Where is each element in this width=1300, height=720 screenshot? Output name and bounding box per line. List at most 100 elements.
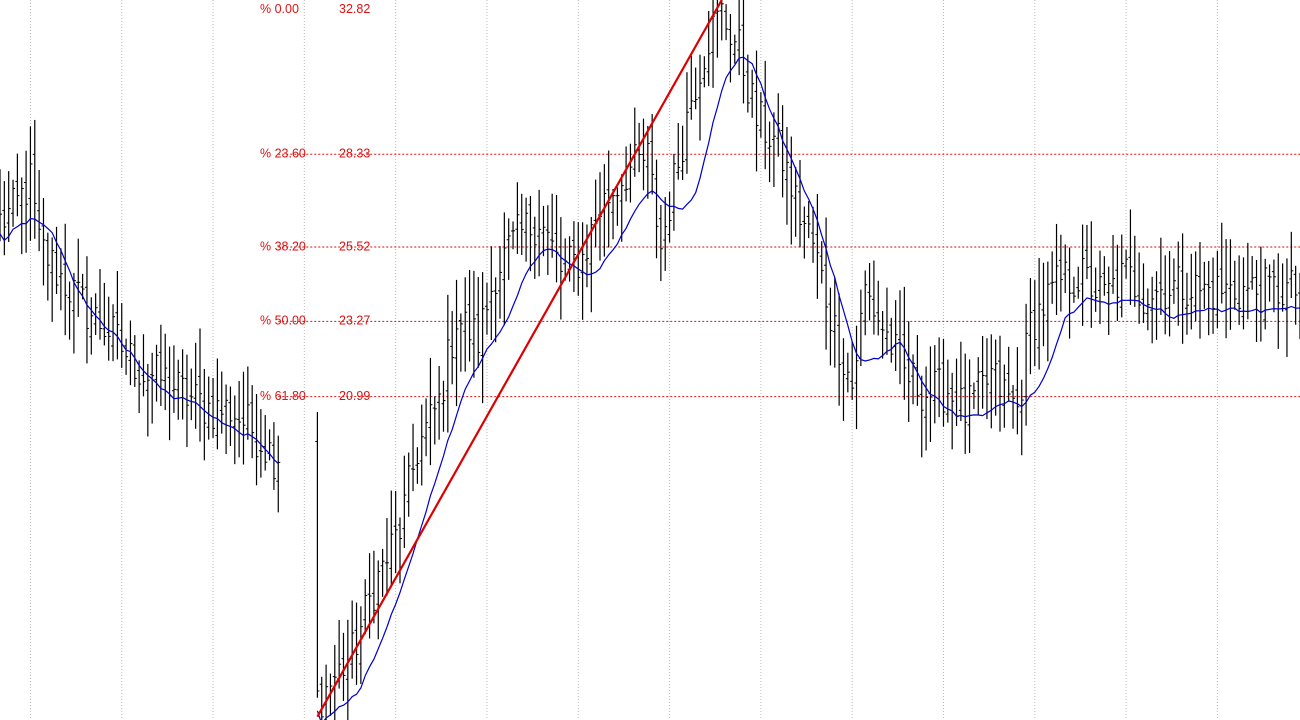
price-bar (876, 280, 881, 336)
price-bar (915, 335, 920, 406)
price-bar (632, 107, 637, 177)
price-bar (315, 411, 320, 698)
price-bar (1111, 234, 1116, 294)
price-bar (1080, 224, 1085, 326)
price-bar (45, 232, 50, 301)
price-bar (758, 92, 763, 138)
price-bar (2, 181, 7, 256)
price-bar (1067, 247, 1072, 339)
price-bar (480, 272, 485, 404)
price-bar (419, 404, 424, 486)
price-bar (611, 188, 616, 240)
price-bar (28, 126, 33, 241)
price-bar (654, 159, 659, 259)
price-bar (945, 359, 950, 423)
price-bar (537, 189, 542, 277)
price-bar (1280, 263, 1285, 312)
price-bar (432, 396, 437, 445)
price-bar (924, 366, 929, 451)
price-bar (767, 121, 772, 183)
price-bar (1202, 261, 1207, 309)
price-bar (1098, 250, 1102, 325)
price-bar (341, 632, 346, 701)
price-bar (1184, 272, 1189, 335)
price-bar (332, 644, 337, 720)
price-bar (1232, 260, 1237, 310)
price-bar (93, 293, 98, 336)
price-bar (802, 206, 807, 259)
price-bar (1050, 251, 1055, 304)
price-bar (828, 287, 833, 366)
price-bar (1054, 223, 1059, 315)
price-bar (584, 224, 589, 288)
price-bar (1180, 233, 1185, 344)
price-bar (384, 518, 389, 596)
price-bar (1293, 265, 1298, 325)
price-bar (645, 125, 650, 199)
price-bar (1093, 267, 1098, 312)
price-bar (371, 550, 376, 624)
price-bar (689, 55, 694, 120)
price-bar (1119, 234, 1124, 318)
fib-value-label: 25.52 (339, 239, 370, 253)
price-bar (128, 320, 133, 386)
price-bar (902, 286, 907, 400)
price-bar (980, 335, 985, 409)
price-bar (641, 118, 646, 191)
price-bar (519, 193, 524, 256)
price-bar (1137, 252, 1142, 324)
price-bar (215, 358, 220, 450)
price-bar (671, 153, 676, 231)
price-bar (119, 303, 124, 368)
price-bar (11, 179, 16, 227)
price-bar (815, 194, 820, 299)
price-bar (680, 125, 685, 181)
price-bar (1037, 257, 1042, 370)
price-bar (437, 365, 442, 440)
price-bar (1171, 258, 1176, 304)
price-bar (271, 422, 276, 490)
price-bar (15, 153, 20, 217)
price-bar (489, 246, 494, 341)
price-bar (845, 352, 850, 393)
price-bar (771, 112, 776, 188)
price-bar (624, 146, 629, 202)
price-bar (19, 177, 24, 255)
price-bar (998, 335, 1002, 432)
price-bar (411, 423, 416, 492)
price-bar (832, 277, 837, 368)
trendline-layer (316, 0, 723, 718)
price-bar (189, 368, 194, 421)
price-bar (1128, 209, 1133, 305)
price-bar (176, 359, 181, 420)
price-bar (154, 344, 159, 402)
price-bar (789, 136, 794, 245)
price-bar (1271, 259, 1276, 313)
price-bar (206, 376, 211, 440)
price-bar (102, 282, 107, 346)
price-bar (1019, 379, 1024, 456)
price-bar (867, 262, 872, 321)
price-bar (0, 169, 2, 242)
price-bar (1206, 260, 1211, 336)
price-bar (1267, 264, 1272, 302)
price-bar (71, 272, 76, 354)
price-bar (511, 221, 516, 250)
price-bar (458, 313, 463, 372)
fib-percent-label: % 50.00 (260, 314, 306, 328)
price-bar (658, 204, 663, 282)
price-bar (1219, 222, 1224, 304)
price-bar (1276, 253, 1281, 349)
price-bar (428, 357, 433, 466)
price-bar (467, 269, 472, 362)
fib-value-label: 23.27 (339, 314, 370, 328)
price-bar (993, 339, 998, 416)
price-bar (702, 56, 707, 88)
price-bar (6, 171, 11, 242)
price-bar (1002, 364, 1007, 428)
price-bar (1132, 235, 1137, 307)
price-bar (163, 333, 168, 411)
price-bar (1058, 234, 1063, 312)
price-bar (841, 338, 846, 421)
moving-average-line (316, 56, 1300, 720)
